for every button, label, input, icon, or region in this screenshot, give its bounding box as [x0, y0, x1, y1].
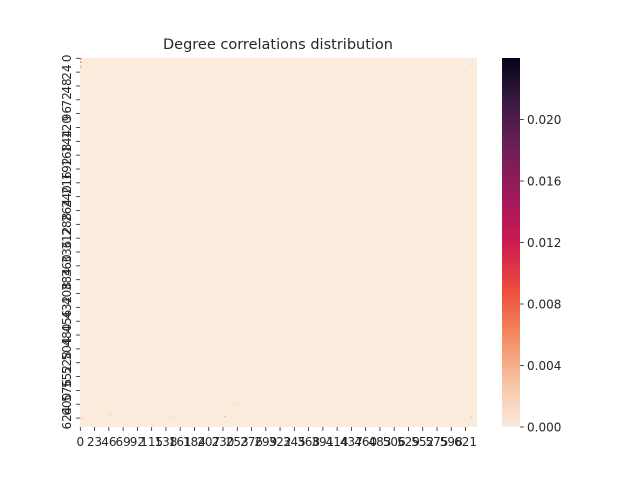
- y-tick-label: 624: [60, 407, 74, 430]
- chart-title: Degree correlations distribution: [163, 37, 393, 53]
- y-tick-label: 456: [60, 310, 74, 333]
- heatmap-cell: [224, 415, 227, 417]
- heatmap-cell: [80, 58, 82, 60]
- x-tick-label: 161: [169, 435, 192, 449]
- y-tick-label: 432: [60, 296, 74, 319]
- y-tick-label: 24: [60, 64, 74, 79]
- colorbar-tick-label: 0.016: [527, 175, 561, 189]
- y-tick-label: 72: [60, 92, 74, 107]
- x-tick-label: 207: [197, 435, 220, 449]
- x-tick-label: 46: [101, 435, 116, 449]
- x-tick-label: 0: [76, 435, 84, 449]
- x-tick-label: 115: [140, 435, 163, 449]
- x-tick-label: 368: [297, 435, 320, 449]
- x-tick-label: 621: [454, 435, 477, 449]
- y-tick-label: 552: [60, 365, 74, 388]
- heatmap-cell: [108, 414, 111, 416]
- x-tick-label: 184: [183, 435, 206, 449]
- colorbar-tick-label: 0.000: [527, 421, 561, 435]
- y-axis-ticks: 0244872961201441681922162402642883123363…: [60, 54, 80, 430]
- x-tick-label: 437: [340, 435, 363, 449]
- y-tick-label: 504: [60, 337, 74, 360]
- x-tick-label: 506: [383, 435, 406, 449]
- x-tick-label: 69: [115, 435, 130, 449]
- x-tick-label: 253: [226, 435, 249, 449]
- x-tick-label: 345: [283, 435, 306, 449]
- y-tick-label: 144: [60, 130, 74, 153]
- heatmap-cell: [111, 412, 113, 415]
- x-tick-label: 138: [154, 435, 177, 449]
- y-tick-label: 600: [60, 393, 74, 416]
- heatmap-cell: [80, 66, 82, 68]
- y-tick-label: 384: [60, 268, 74, 291]
- heatmap-background: [80, 58, 477, 427]
- y-tick-label: 240: [60, 185, 74, 208]
- y-tick-label: 480: [60, 324, 74, 347]
- y-tick-label: 96: [60, 106, 74, 121]
- heatmap-cell: [470, 415, 473, 417]
- x-tick-label: 230: [212, 435, 235, 449]
- y-tick-label: 288: [60, 213, 74, 236]
- x-tick-label: 299: [254, 435, 277, 449]
- x-axis-ticks: 0 234669921151381611842072302532762993223…: [76, 427, 477, 449]
- y-tick-label: 312: [60, 227, 74, 250]
- y-tick-label: 0: [60, 54, 74, 62]
- x-tick-label: 322: [269, 435, 292, 449]
- x-tick-label: 529: [397, 435, 420, 449]
- y-tick-label: 192: [60, 158, 74, 181]
- y-tick-label: 264: [60, 199, 74, 222]
- x-tick-label: 460: [354, 435, 377, 449]
- y-tick-label: 528: [60, 351, 74, 374]
- x-tick-label: 23: [87, 435, 102, 449]
- heatmap-cell: [470, 63, 473, 66]
- x-tick-label: 598: [440, 435, 463, 449]
- heatmap-cell: [233, 402, 236, 405]
- colorbar-tick-label: 0.012: [527, 236, 561, 250]
- y-tick-label: 120: [60, 116, 74, 139]
- y-tick-label: 576: [60, 379, 74, 402]
- y-tick-label: 168: [60, 144, 74, 167]
- x-tick-label: 92: [130, 435, 145, 449]
- y-tick-label: 360: [60, 254, 74, 277]
- colorbar: 0.000 0.004 0.008 0.012 0.016 0.020: [502, 58, 561, 435]
- y-tick-label: 216: [60, 171, 74, 194]
- x-tick-label: 552: [411, 435, 434, 449]
- colorbar-tick-label: 0.008: [527, 298, 561, 312]
- y-tick-label: 48: [60, 78, 74, 93]
- colorbar-tick-label: 0.020: [527, 113, 561, 127]
- colorbar-tick-label: 0.004: [527, 359, 561, 373]
- x-tick-label: 414: [326, 435, 349, 449]
- heatmap-cell: [80, 61, 82, 63]
- x-tick-label: 391: [311, 435, 334, 449]
- y-tick-label: 408: [60, 282, 74, 305]
- heatmap-cell: [89, 415, 91, 417]
- heatmap-cell: [169, 416, 172, 419]
- x-tick-label: 483: [368, 435, 391, 449]
- heatmap-cell: [223, 416, 225, 418]
- x-tick-label: 575: [426, 435, 449, 449]
- heatmap-cell: [81, 417, 83, 420]
- y-tick-label: 336: [60, 241, 74, 264]
- colorbar-gradient: [502, 58, 520, 427]
- x-tick-label: 276: [240, 435, 263, 449]
- heatmap-area: [80, 58, 477, 427]
